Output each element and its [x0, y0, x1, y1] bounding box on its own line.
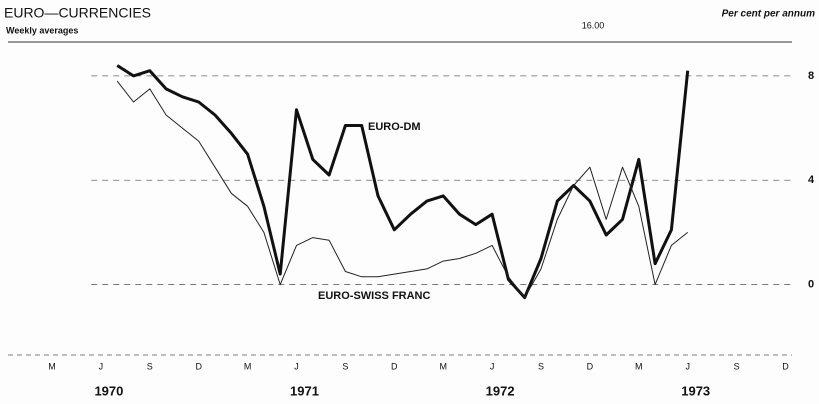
- x-tick-label: S: [734, 361, 740, 371]
- series-line: [116, 64, 690, 300]
- x-tick-label: D: [195, 361, 202, 371]
- y-tick-label: 0: [808, 278, 814, 290]
- x-tick-label: J: [685, 361, 690, 371]
- x-tick-label: S: [342, 361, 348, 371]
- x-tick-label: D: [587, 361, 594, 371]
- series-label: EURO-DM: [368, 121, 421, 133]
- x-tick-label: J: [490, 361, 495, 371]
- x-tick-label: D: [782, 361, 789, 371]
- x-tick-label: M: [48, 361, 56, 371]
- annotation: 16.00: [582, 20, 605, 30]
- y-tick-label: 8: [808, 70, 814, 82]
- x-tick-label: M: [635, 361, 643, 371]
- x-tick-label: J: [99, 361, 104, 371]
- year-label: 1973: [681, 383, 710, 398]
- y-tick-label: 4: [808, 174, 815, 186]
- year-label: 1970: [94, 383, 123, 398]
- series-line: [116, 80, 689, 299]
- year-label: 1972: [486, 383, 515, 398]
- year-label: 1971: [290, 383, 319, 398]
- chart-title: EURO—CURRENCIES: [4, 5, 151, 21]
- axis-label: Per cent per annum: [722, 9, 815, 20]
- x-tick-label: J: [294, 361, 299, 371]
- x-tick-label: M: [439, 361, 447, 371]
- x-tick-label: M: [244, 361, 252, 371]
- x-tick-label: S: [538, 361, 544, 371]
- x-tick-label: S: [147, 361, 153, 371]
- x-tick-label: D: [391, 361, 398, 371]
- series-label: EURO-SWISS FRANC: [318, 290, 431, 302]
- chart-subtitle: Weekly averages: [6, 25, 78, 35]
